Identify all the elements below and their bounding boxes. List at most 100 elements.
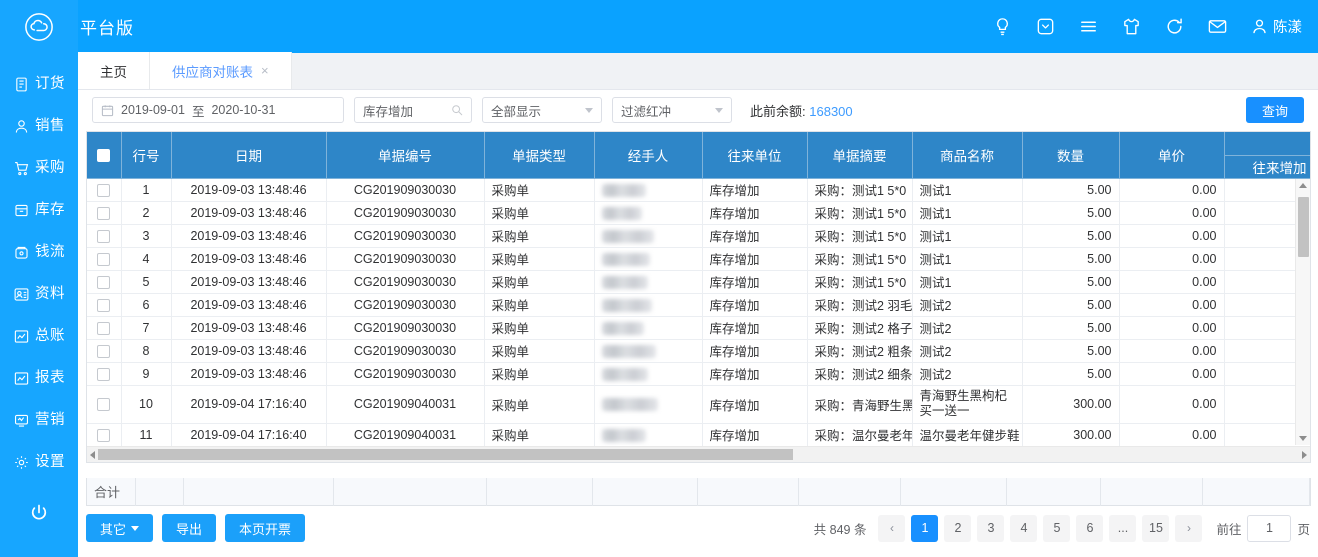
column-header-handler[interactable]: 经手人 [594,132,703,179]
cell-check[interactable] [87,247,122,271]
page-button-1[interactable]: 1 [911,514,939,542]
page-ellipsis[interactable]: ... [1109,514,1137,542]
cell-handler [594,362,703,386]
column-header-rowno[interactable]: 行号 [121,132,172,179]
row-checkbox[interactable] [97,428,111,442]
inbox-chevron-icon[interactable] [1035,16,1056,37]
cell-check[interactable] [87,423,122,447]
sidebar-item-shezhi[interactable]: 设置 [0,441,78,483]
column-header-product[interactable]: 商品名称 [912,132,1023,179]
cell-check[interactable] [87,339,122,363]
table-row[interactable]: 7 2019-09-03 13:48:46 CG201909030030 采购单 库存增… [87,316,1310,340]
page-button-15[interactable]: 15 [1142,514,1170,542]
row-checkbox[interactable] [97,344,111,358]
red-filter-select[interactable]: 过滤红冲 [612,97,732,123]
row-checkbox[interactable] [97,229,111,243]
invoice-page-button[interactable]: 本页开票 [225,514,306,542]
cell-qty: 5.00 [1022,247,1120,271]
goto-page-input[interactable] [1247,514,1292,542]
table-row[interactable]: 3 2019-09-03 13:48:46 CG201909030030 采购单 库存增… [87,224,1310,248]
refresh-icon[interactable] [1164,16,1185,37]
totals-cell-date [184,477,335,506]
column-header-price[interactable]: 单价 [1119,132,1225,179]
sidebar-item-kucun[interactable]: 库存 [0,189,78,231]
sidebar-item-caigou[interactable]: 采购 [0,147,78,189]
vertical-scroll-thumb[interactable] [1298,197,1309,257]
row-checkbox[interactable] [97,398,111,412]
sidebar-item-baobiao[interactable]: 报表 [0,357,78,399]
table-row[interactable]: 10 2019-09-04 17:16:40 CG201909040031 采购单 库存… [87,385,1310,424]
sidebar-item-zongzhang[interactable]: 总账 [0,315,78,357]
table-row[interactable]: 2 2019-09-03 13:48:46 CG201909030030 采购单 库存增… [87,201,1310,225]
mail-icon[interactable] [1207,16,1228,37]
row-checkbox[interactable] [97,321,111,335]
sidebar-item-xiaoshou[interactable]: 销售 [0,105,78,147]
cell-check[interactable] [87,178,122,202]
scroll-up-icon[interactable] [1299,183,1307,188]
cell-check[interactable] [87,385,122,424]
next-page-button[interactable]: › [1175,514,1203,542]
cell-check[interactable] [87,293,122,317]
column-header-increase[interactable]: 往来增加 [1224,155,1310,179]
row-checkbox[interactable] [97,275,111,289]
table-row[interactable]: 1 2019-09-03 13:48:46 CG201909030030 采购单 库存增… [87,178,1310,202]
column-header-date[interactable]: 日期 [171,132,327,179]
column-header-summary[interactable]: 单据摘要 [807,132,913,179]
other-button[interactable]: 其它 [86,514,154,542]
keyword-search-input[interactable]: 库存增加 [354,97,472,123]
cell-check[interactable] [87,316,122,340]
row-checkbox[interactable] [97,252,111,266]
close-icon[interactable]: × [261,63,269,78]
column-header-qty[interactable]: 数量 [1022,132,1120,179]
cell-check[interactable] [87,224,122,248]
table-row[interactable]: 8 2019-09-03 13:48:46 CG201909030030 采购单 库存增… [87,339,1310,363]
cell-check[interactable] [87,201,122,225]
scroll-down-icon[interactable] [1299,436,1307,441]
display-mode-select[interactable]: 全部显示 [482,97,602,123]
row-checkbox[interactable] [97,206,111,220]
column-header-billno[interactable]: 单据编号 [326,132,485,179]
date-range-picker[interactable]: 2019-09-01 至 2020-10-31 [92,97,344,123]
row-checkbox[interactable] [97,183,111,197]
user-menu[interactable]: 陈漾 [1250,16,1302,37]
vertical-scrollbar[interactable] [1295,179,1310,445]
row-checkbox[interactable] [97,367,111,381]
column-header-partner[interactable]: 往来单位 [702,132,808,179]
select-all-checkbox[interactable] [97,149,111,163]
page-button-3[interactable]: 3 [977,514,1005,542]
page-button-4[interactable]: 4 [1010,514,1038,542]
query-button[interactable]: 查询 [1245,97,1304,123]
column-header-check[interactable] [87,132,122,179]
horizontal-scroll-thumb[interactable] [98,449,793,460]
export-button[interactable]: 导出 [162,514,217,542]
prev-page-button[interactable]: ‹ [878,514,906,542]
table-row[interactable]: 4 2019-09-03 13:48:46 CG201909030030 采购单 库存增… [87,247,1310,271]
scroll-left-icon[interactable] [90,451,95,459]
page-button-5[interactable]: 5 [1043,514,1071,542]
scroll-right-icon[interactable] [1302,451,1307,459]
table-row[interactable]: 5 2019-09-03 13:48:46 CG201909030030 采购单 库存增… [87,270,1310,294]
table-row[interactable]: 6 2019-09-03 13:48:46 CG201909030030 采购单 库存增… [87,293,1310,317]
page-button-6[interactable]: 6 [1076,514,1104,542]
menu-icon[interactable] [1078,16,1099,37]
search-icon[interactable] [451,104,463,116]
sidebar-item-dinghuo[interactable]: 订货 [0,63,78,105]
cell-check[interactable] [87,362,122,386]
table-row[interactable]: 11 2019-09-04 17:16:40 CG201909040031 采购单 库存… [87,423,1310,447]
tab-supplier-statement[interactable]: 供应商对账表 × [150,52,292,89]
sidebar-item-yingxiao[interactable]: 营销 [0,399,78,441]
sidebar-item-ziliao[interactable]: 资料 [0,273,78,315]
horizontal-scrollbar[interactable] [87,446,1310,462]
sidebar-item-qianliu[interactable]: 钱流 [0,231,78,273]
row-checkbox[interactable] [97,298,111,312]
table-row[interactable]: 9 2019-09-03 13:48:46 CG201909030030 采购单 库存增… [87,362,1310,386]
shirt-icon[interactable] [1121,16,1142,37]
logout-button[interactable] [0,489,78,537]
cell-check[interactable] [87,270,122,294]
column-header-billtype[interactable]: 单据类型 [484,132,595,179]
cell-rowno: 1 [121,178,172,202]
tab-home[interactable]: 主页 [78,52,150,89]
page-button-2[interactable]: 2 [944,514,972,542]
lightbulb-icon[interactable] [992,16,1013,37]
